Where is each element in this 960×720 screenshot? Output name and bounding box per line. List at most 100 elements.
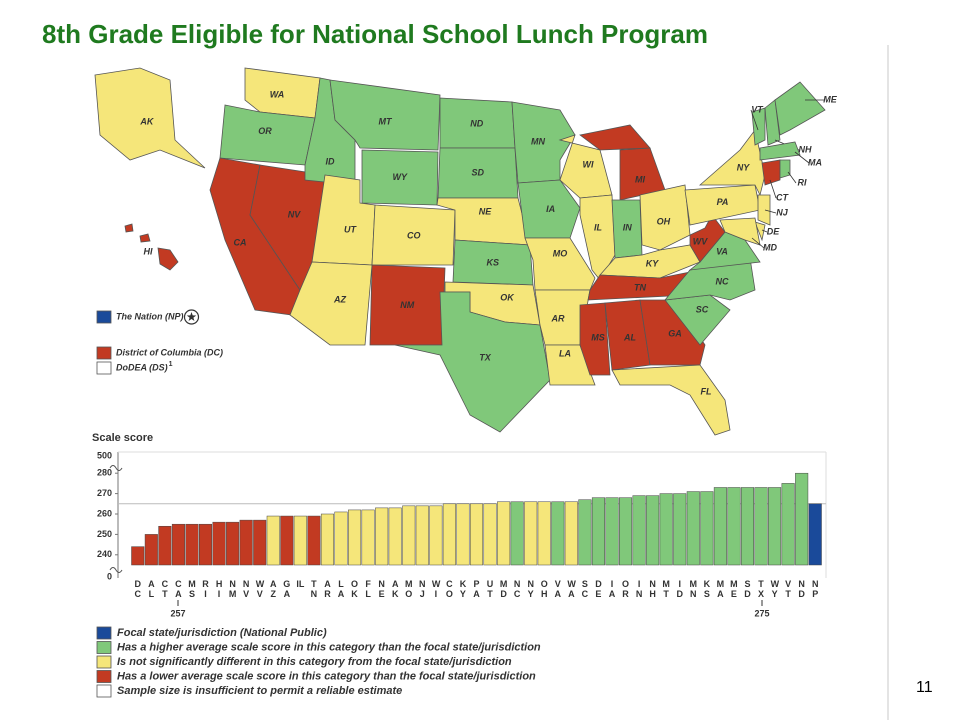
nation-star: [186, 312, 197, 322]
x-tick-label: SC: [581, 579, 589, 599]
state-label: IN: [623, 223, 633, 233]
state: [579, 302, 611, 376]
state-label: GA: [668, 328, 682, 338]
state: [544, 344, 596, 386]
x-tick-label: DC: [134, 579, 142, 599]
state-label: FL: [701, 386, 712, 396]
bar: [591, 497, 605, 566]
x-tick-label: GA: [283, 579, 291, 599]
bar: [740, 487, 755, 566]
bar: [293, 515, 307, 566]
axis-break: [109, 465, 123, 471]
state-label: KS: [486, 257, 499, 267]
x-tick-label: CO: [445, 579, 453, 599]
bar: [212, 521, 226, 566]
bar: [510, 501, 524, 566]
legend-swatch: [96, 684, 112, 698]
leader-line: [769, 179, 777, 199]
state-label: TX: [479, 352, 491, 362]
state-label: WV: [693, 236, 708, 246]
state-label: AR: [551, 313, 565, 323]
x-tick-label: ND: [798, 579, 805, 599]
axis-break-label: 500: [97, 450, 112, 460]
state: [754, 221, 766, 242]
state-label: PA: [717, 197, 729, 207]
page-number: 11: [916, 679, 933, 696]
bar: [524, 501, 538, 566]
bar: [361, 509, 375, 566]
state-label: ME: [823, 94, 837, 104]
bar: [198, 523, 213, 566]
x-tick-label: VT: [785, 579, 792, 599]
bar: [334, 511, 348, 566]
bar: [619, 497, 633, 566]
x-tick-label: MS: [188, 579, 196, 599]
bar: [713, 487, 727, 566]
x-tick-label: WY: [770, 579, 780, 599]
state-label: IA: [546, 204, 555, 214]
state: [774, 81, 826, 136]
state-label: VT: [751, 104, 764, 114]
state-label: HI: [144, 246, 153, 256]
x-tick-label: VA: [554, 579, 562, 599]
y-tick-label: 250: [97, 529, 112, 539]
leader-line: [787, 171, 797, 184]
x-tick-label: IL: [296, 579, 305, 589]
state: [759, 141, 801, 161]
state-label: WY: [393, 172, 408, 182]
state: [761, 159, 781, 186]
x-tick-label: AK: [391, 579, 399, 599]
state: [524, 237, 596, 291]
bar: [456, 503, 470, 566]
state: [329, 79, 441, 151]
state-label: NV: [288, 209, 301, 219]
axis-break: [109, 567, 123, 573]
bar: [348, 509, 362, 566]
x-tick-label: CA: [175, 579, 182, 599]
bar: [131, 546, 145, 566]
state: [157, 247, 179, 271]
x-tick-label: DE: [595, 579, 602, 599]
x-tick-label: WA: [567, 579, 576, 599]
bar: [727, 487, 741, 566]
x-tick-label: KS: [703, 579, 711, 599]
state-label: MD: [763, 242, 777, 252]
leader-line: [794, 151, 810, 164]
state: [599, 244, 701, 279]
x-tick-label: AL: [148, 579, 155, 599]
x-tick-label: WV: [255, 579, 265, 599]
bar: [483, 503, 497, 566]
leader-line: [761, 229, 768, 233]
y-tick-label: 280: [97, 468, 112, 478]
bar: [266, 515, 280, 566]
bar: [429, 505, 443, 566]
bar: [226, 521, 240, 566]
x-tick-label: MD: [499, 579, 508, 599]
x-tick-label: NM: [228, 579, 237, 599]
state-label: KY: [646, 258, 659, 268]
bar: [578, 499, 592, 566]
x-tick-label: MT: [662, 579, 670, 599]
state: [579, 124, 651, 151]
bar: [551, 501, 565, 566]
axis-break-label: 0: [107, 571, 112, 581]
state-label: MS: [591, 332, 605, 342]
legend-label: District of Columbia (DC): [116, 347, 223, 357]
state-label: MN: [531, 136, 545, 146]
bar: [808, 503, 822, 566]
x-tick-label: NE: [378, 579, 385, 599]
legend-swatch: [96, 361, 112, 375]
title: 8th Grade Eligible for National School L…: [42, 19, 708, 49]
legend-note: 1: [169, 361, 173, 368]
legend-swatch: [96, 626, 112, 640]
legend-label: Is not significantly different in this c…: [117, 656, 512, 668]
state-label: CT: [776, 192, 789, 202]
legend-label: Has a higher average scale score in this…: [117, 641, 541, 653]
bar: [632, 495, 646, 566]
annotation: 275: [754, 608, 769, 618]
state: [751, 107, 766, 146]
x-tick-label: MO: [405, 579, 413, 599]
x-tick-label: IA: [608, 579, 616, 599]
y-tick-label: 240: [97, 549, 112, 559]
